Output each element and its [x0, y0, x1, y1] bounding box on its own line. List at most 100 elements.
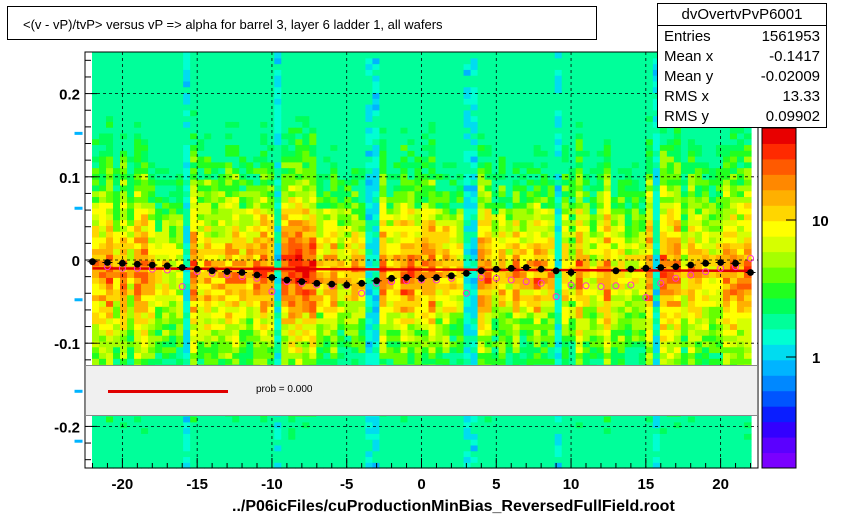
- heatmap-cell: [148, 202, 156, 209]
- heatmap-cell: [134, 63, 142, 70]
- heatmap-cell: [309, 456, 317, 463]
- heatmap-cell: [547, 132, 556, 140]
- heatmap-cell: [190, 450, 198, 458]
- heatmap-cell: [547, 167, 556, 174]
- heatmap-cell: [386, 288, 395, 296]
- heatmap-cell: [337, 109, 345, 117]
- heatmap-cell: [491, 427, 500, 434]
- heatmap-cell: [449, 75, 458, 82]
- heatmap-cell: [505, 242, 514, 250]
- heatmap-cell: [225, 352, 233, 359]
- heatmap-cell: [372, 109, 381, 117]
- heatmap-cell: [316, 231, 324, 238]
- heatmap-cell: [568, 427, 577, 434]
- heatmap-cell: [183, 144, 191, 151]
- heatmap-cell: [127, 219, 135, 226]
- heatmap-cell: [561, 208, 570, 215]
- heatmap-cell: [106, 358, 114, 365]
- heatmap-cell: [274, 75, 282, 82]
- heatmap-cell: [456, 156, 465, 163]
- heatmap-cell: [379, 433, 388, 440]
- heatmap-cell: [92, 346, 100, 354]
- heatmap-cell: [155, 329, 163, 336]
- heatmap-cell: [204, 109, 212, 117]
- heatmap-cell: [393, 213, 402, 221]
- heatmap-cell: [169, 433, 177, 440]
- heatmap-cell: [526, 236, 535, 244]
- heatmap-cell: [505, 312, 514, 319]
- heatmap-cell: [407, 433, 416, 440]
- heatmap-cell: [393, 231, 402, 238]
- heatmap-cell: [540, 173, 549, 180]
- heatmap-cell: [351, 156, 360, 163]
- heatmap-cell: [281, 138, 289, 146]
- heatmap-cell: [197, 306, 205, 313]
- heatmap-cell: [302, 271, 310, 278]
- heatmap-cell: [218, 254, 226, 261]
- heatmap-cell: [470, 167, 479, 174]
- heatmap-cell: [442, 346, 451, 354]
- heatmap-cell: [337, 190, 345, 198]
- heatmap-cell: [554, 254, 563, 261]
- heatmap-cell: [337, 167, 345, 174]
- heatmap-cell: [442, 115, 451, 122]
- heatmap-cell: [183, 323, 191, 330]
- heatmap-cell: [92, 456, 100, 463]
- heatmap-cell: [365, 196, 374, 203]
- heatmap-cell: [372, 300, 381, 307]
- heatmap-cell: [554, 277, 563, 284]
- heatmap-cell: [442, 450, 451, 458]
- heatmap-cell: [204, 312, 212, 319]
- heatmap-cell: [197, 248, 205, 255]
- heatmap-cell: [316, 196, 324, 203]
- heatmap-cell: [169, 254, 177, 261]
- heatmap-cell: [113, 156, 121, 163]
- heatmap-cell: [120, 138, 128, 146]
- heatmap-cell: [358, 329, 367, 336]
- heatmap-cell: [225, 358, 233, 365]
- heatmap-cell: [351, 335, 360, 342]
- heatmap-cell: [148, 184, 156, 192]
- heatmap-cell: [456, 132, 465, 140]
- heatmap-cell: [463, 98, 472, 105]
- heatmap-cell: [365, 63, 374, 70]
- heatmap-cell: [253, 86, 261, 94]
- heatmap-cell: [274, 92, 282, 99]
- heatmap-cell: [141, 312, 149, 319]
- heatmap-cell: [190, 340, 198, 348]
- heatmap-cell: [512, 346, 521, 354]
- heatmap-cell: [365, 433, 374, 440]
- heatmap-cell: [225, 225, 233, 232]
- heatmap-cell: [127, 104, 135, 111]
- heatmap-cell: [358, 306, 367, 313]
- heatmap-cell: [204, 104, 212, 111]
- heatmap-cell: [540, 132, 549, 140]
- heatmap-cell: [442, 208, 451, 215]
- heatmap-cell: [260, 219, 268, 226]
- heatmap-cell: [540, 161, 549, 169]
- heatmap-cell: [183, 156, 191, 163]
- heatmap-cell: [533, 456, 542, 463]
- heatmap-cell: [428, 352, 437, 359]
- heatmap-cell: [547, 196, 556, 203]
- heatmap-cell: [260, 352, 268, 359]
- heatmap-cell: [155, 335, 163, 342]
- heatmap-cell: [239, 300, 247, 307]
- heatmap-cell: [162, 219, 170, 226]
- heatmap-cell: [512, 208, 521, 215]
- heatmap-cell: [183, 225, 191, 232]
- heatmap-cell: [505, 462, 514, 469]
- heatmap-cell: [337, 75, 345, 82]
- heatmap-cell: [190, 69, 198, 76]
- heatmap-cell: [561, 231, 570, 238]
- heatmap-cell: [351, 277, 360, 284]
- heatmap-cell: [274, 98, 282, 105]
- heatmap-cell: [526, 202, 535, 209]
- heatmap-cell: [169, 288, 177, 296]
- heatmap-cell: [554, 288, 563, 296]
- heatmap-cell: [309, 208, 317, 215]
- heatmap-cell: [365, 190, 374, 198]
- heatmap-cell: [365, 329, 374, 336]
- heatmap-cell: [113, 358, 121, 365]
- heatmap-cell: [169, 439, 177, 446]
